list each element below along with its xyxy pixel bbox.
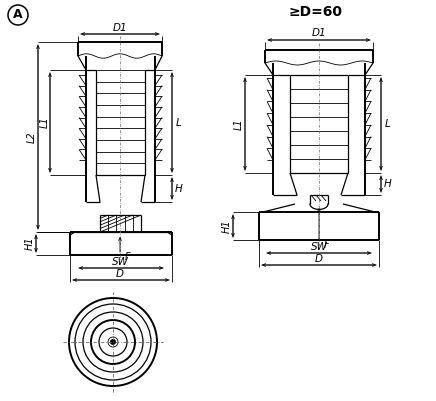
Text: SW: SW [112, 257, 129, 267]
Text: L1: L1 [40, 117, 50, 128]
Text: F: F [125, 252, 131, 262]
Text: A: A [13, 8, 23, 22]
Text: D: D [315, 254, 323, 264]
Text: D1: D1 [312, 28, 326, 38]
Text: H: H [384, 179, 392, 189]
Text: D1: D1 [112, 23, 127, 33]
Circle shape [111, 340, 115, 344]
Text: SW: SW [310, 242, 327, 252]
Text: H1: H1 [25, 237, 35, 250]
Text: L2: L2 [27, 131, 37, 143]
Text: L1: L1 [234, 118, 244, 130]
Text: H: H [175, 184, 183, 194]
Text: D: D [116, 269, 124, 279]
Text: F: F [324, 240, 330, 250]
Text: H1: H1 [222, 219, 232, 233]
Text: L: L [385, 119, 391, 129]
Text: ≥D=60: ≥D=60 [289, 5, 343, 19]
Text: L: L [176, 117, 182, 128]
